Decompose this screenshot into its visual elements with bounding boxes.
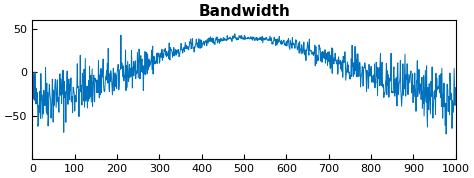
- Title: Bandwidth: Bandwidth: [198, 4, 290, 19]
